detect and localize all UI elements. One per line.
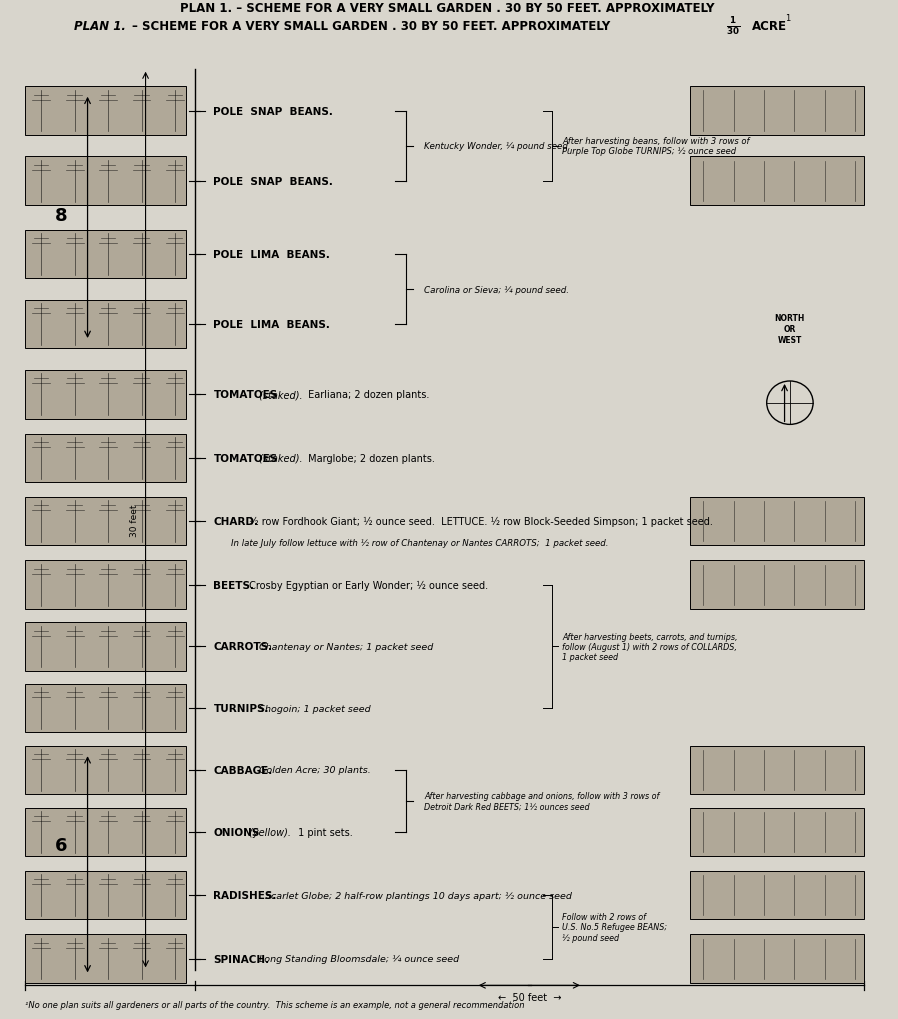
FancyBboxPatch shape [25, 560, 186, 609]
Text: – SCHEME FOR A VERY SMALL GARDEN . 30 BY 50 FEET. APPROXIMATELY: – SCHEME FOR A VERY SMALL GARDEN . 30 BY… [132, 19, 611, 33]
Text: ACRE: ACRE [753, 19, 788, 33]
Text: POLE  LIMA  BEANS.: POLE LIMA BEANS. [214, 250, 330, 260]
Text: Shogoin; 1 packet seed: Shogoin; 1 packet seed [256, 704, 371, 713]
FancyBboxPatch shape [690, 157, 864, 206]
FancyBboxPatch shape [25, 88, 186, 136]
Text: In late July follow lettuce with ½ row of Chantenay or Nantes CARROTS;  1 packet: In late July follow lettuce with ½ row o… [232, 538, 609, 547]
Text: ¹No one plan suits all gardeners or all parts of the country.  This scheme is an: ¹No one plan suits all gardeners or all … [25, 1000, 524, 1009]
Text: (staked).: (staked). [256, 390, 303, 399]
Text: Follow with 2 rows of
U.S. No.5 Refugee BEANS;
½ pound seed: Follow with 2 rows of U.S. No.5 Refugee … [562, 912, 667, 942]
Text: Marglobe; 2 dozen plants.: Marglobe; 2 dozen plants. [305, 453, 436, 464]
Text: CABBAGE.: CABBAGE. [214, 765, 273, 775]
Text: Long Standing Bloomsdale; ¼ ounce seed: Long Standing Bloomsdale; ¼ ounce seed [256, 954, 460, 963]
Text: 6: 6 [55, 837, 67, 854]
FancyBboxPatch shape [690, 88, 864, 136]
FancyBboxPatch shape [25, 871, 186, 919]
Text: ½ row Fordhook Giant; ½ ounce seed.  LETTUCE. ½ row Block-Seeded Simpson; 1 pack: ½ row Fordhook Giant; ½ ounce seed. LETT… [245, 517, 712, 527]
FancyBboxPatch shape [25, 301, 186, 350]
FancyBboxPatch shape [690, 746, 864, 795]
Text: POLE  SNAP  BEANS.: POLE SNAP BEANS. [214, 176, 333, 186]
Text: Golden Acre; 30 plants.: Golden Acre; 30 plants. [256, 765, 371, 774]
Text: Crosby Egyptian or Early Wonder; ½ ounce seed.: Crosby Egyptian or Early Wonder; ½ ounce… [245, 580, 488, 590]
Text: NORTH
OR
WEST: NORTH OR WEST [775, 314, 806, 344]
Text: 30 feet: 30 feet [130, 503, 139, 536]
Text: RADISHES.: RADISHES. [214, 891, 277, 901]
FancyBboxPatch shape [25, 623, 186, 671]
Text: BEETS.: BEETS. [214, 580, 254, 590]
FancyBboxPatch shape [690, 497, 864, 546]
Text: (yellow).: (yellow). [245, 827, 291, 837]
Text: Scarlet Globe; 2 half-row plantings 10 days apart; ½ ounce seed: Scarlet Globe; 2 half-row plantings 10 d… [261, 891, 571, 900]
Text: 8: 8 [55, 207, 67, 224]
Text: TURNIPS.: TURNIPS. [214, 703, 269, 713]
FancyBboxPatch shape [690, 560, 864, 609]
Text: After harvesting beans, follow with 3 rows of
Purple Top Globe TURNIPS; ½ ounce : After harvesting beans, follow with 3 ro… [562, 137, 750, 156]
Text: Chantenay or Nantes; 1 packet seed: Chantenay or Nantes; 1 packet seed [256, 642, 434, 651]
FancyBboxPatch shape [25, 230, 186, 279]
Text: POLE  LIMA  BEANS.: POLE LIMA BEANS. [214, 320, 330, 330]
Text: After harvesting beets, carrots, and turnips,
follow (August 1) with 2 rows of C: After harvesting beets, carrots, and tur… [562, 632, 738, 661]
Text: TOMATOES: TOMATOES [214, 390, 277, 399]
FancyBboxPatch shape [690, 934, 864, 983]
Text: Earliana; 2 dozen plants.: Earliana; 2 dozen plants. [305, 390, 429, 399]
Text: CHARD.: CHARD. [214, 517, 259, 527]
Text: TOMATOES: TOMATOES [214, 453, 277, 464]
FancyBboxPatch shape [25, 685, 186, 733]
FancyBboxPatch shape [25, 497, 186, 546]
FancyBboxPatch shape [25, 157, 186, 206]
Text: Carolina or Sieva; ¼ pound seed.: Carolina or Sieva; ¼ pound seed. [424, 285, 569, 294]
Text: SPINACH.: SPINACH. [214, 954, 269, 964]
Text: POLE  SNAP  BEANS.: POLE SNAP BEANS. [214, 106, 333, 116]
FancyBboxPatch shape [690, 871, 864, 919]
FancyBboxPatch shape [25, 434, 186, 483]
Text: PLAN 1.: PLAN 1. [75, 19, 126, 33]
Text: After harvesting cabbage and onions, follow with 3 rows of
Detroit Dark Red BEET: After harvesting cabbage and onions, fol… [424, 792, 659, 811]
FancyBboxPatch shape [25, 808, 186, 856]
FancyBboxPatch shape [25, 746, 186, 795]
FancyBboxPatch shape [690, 808, 864, 856]
Text: ←  50 feet  →: ← 50 feet → [497, 993, 561, 1002]
Text: CARROTS.: CARROTS. [214, 642, 272, 652]
FancyBboxPatch shape [25, 934, 186, 983]
Text: 1: 1 [786, 13, 791, 22]
Text: (staked).: (staked). [256, 453, 303, 464]
Text: 1 pint sets.: 1 pint sets. [295, 827, 352, 837]
FancyBboxPatch shape [25, 371, 186, 419]
Text: ONIONS: ONIONS [214, 827, 260, 837]
Text: Kentucky Wonder, ¼ pound seed.: Kentucky Wonder, ¼ pound seed. [424, 142, 570, 151]
Text: $\mathbf{\frac{1}{30}}$: $\mathbf{\frac{1}{30}}$ [726, 15, 740, 38]
Text: PLAN 1. – SCHEME FOR A VERY SMALL GARDEN . 30 BY 50 FEET. APPROXIMATELY: PLAN 1. – SCHEME FOR A VERY SMALL GARDEN… [180, 2, 718, 14]
